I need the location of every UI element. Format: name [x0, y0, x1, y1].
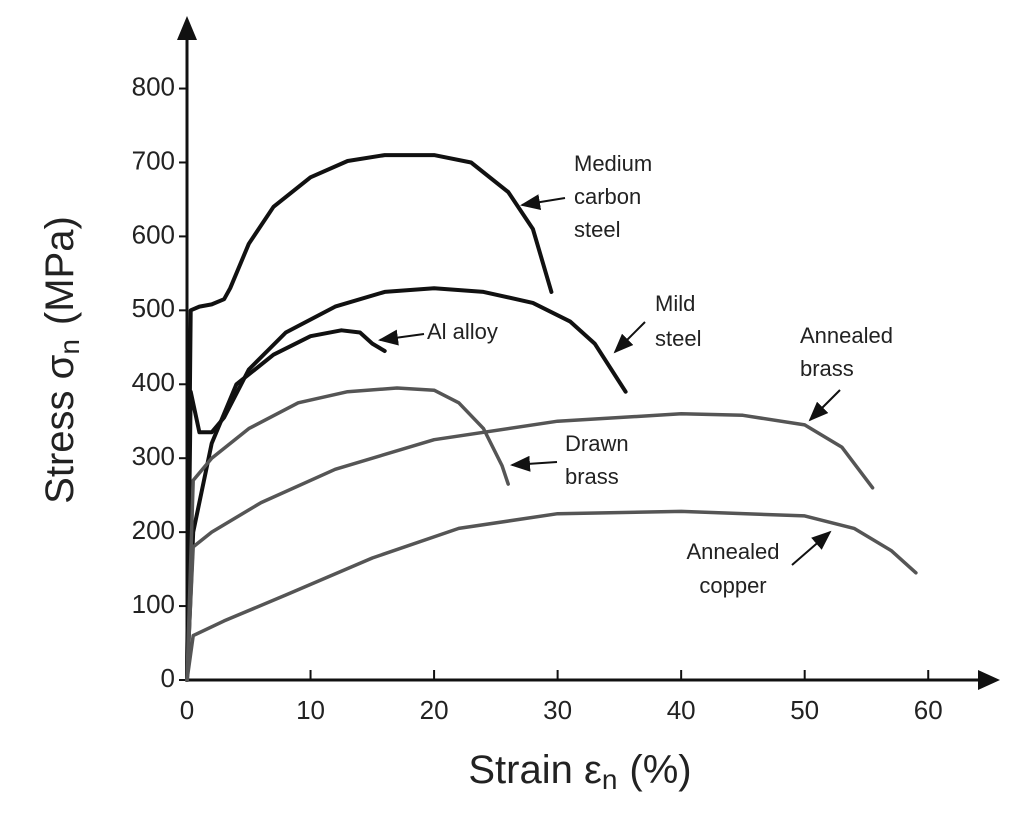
- x-tick-label: 60: [914, 695, 943, 725]
- series-line: [185, 386, 510, 682]
- y-tick-label: 200: [132, 515, 175, 545]
- x-tick-label: 10: [296, 695, 325, 725]
- annotation-line: Drawn: [565, 431, 629, 456]
- y-tick-label: 0: [161, 663, 175, 693]
- x-tick-label: 0: [180, 695, 194, 725]
- y-tick-label: 300: [132, 441, 175, 471]
- annotation: Drawn brass: [565, 431, 629, 489]
- x-tick-label: 50: [790, 695, 819, 725]
- annotation: Annealed copper: [687, 539, 780, 598]
- annotation-arrow: [791, 530, 832, 566]
- annotation-line: brass: [565, 464, 619, 489]
- x-axis-title: Strain εn (%): [468, 748, 691, 796]
- x-label-sub: n: [602, 764, 618, 795]
- annotation-line: carbon: [574, 184, 641, 209]
- y-axis-title: Stress σn (MPa): [38, 216, 86, 504]
- annotation-arrow: [510, 455, 558, 472]
- y-tick-label: 800: [132, 71, 175, 101]
- annotation-line: Medium: [574, 151, 652, 176]
- y-tick-label: 500: [132, 293, 175, 323]
- annotation-line: Al alloy: [427, 319, 498, 344]
- annotation-line: Mild: [655, 291, 695, 316]
- annotation-arrow: [808, 389, 841, 422]
- annotation-line: copper: [699, 573, 766, 598]
- y-tick-label: 100: [132, 589, 175, 619]
- annotation: Medium carbon steel: [574, 151, 652, 242]
- y-label-unit: (MPa): [38, 216, 82, 325]
- annotation-line: brass: [800, 356, 854, 381]
- x-label: Strain ε: [468, 748, 602, 792]
- annotation-arrow: [520, 194, 566, 211]
- x-axis-arrow: [978, 670, 1000, 690]
- y-tick-label: 600: [132, 219, 175, 249]
- annotation: Annealed brass: [800, 323, 893, 381]
- x-tick-label: 30: [543, 695, 572, 725]
- x-tick-label: 40: [667, 695, 696, 725]
- annotation: Al alloy: [427, 319, 498, 344]
- annotation-arrow: [613, 321, 646, 354]
- y-tick-label: 400: [132, 367, 175, 397]
- series-line: [185, 328, 387, 682]
- annotation: Mild steel: [655, 291, 701, 351]
- x-label-unit: (%): [629, 748, 691, 792]
- y-axis-arrow: [177, 16, 197, 40]
- annotation-line: steel: [574, 217, 620, 242]
- annotation-line: Annealed: [687, 539, 780, 564]
- series-line: [185, 286, 628, 682]
- annotation-line: Annealed: [800, 323, 893, 348]
- series-line: [185, 153, 554, 682]
- y-tick-label: 700: [132, 145, 175, 175]
- annotation-arrow: [378, 329, 425, 346]
- x-tick-label: 20: [420, 695, 449, 725]
- y-label: Stress σ: [38, 354, 82, 503]
- series-line: [185, 412, 875, 682]
- y-label-sub: n: [54, 339, 85, 355]
- annotation-line: steel: [655, 326, 701, 351]
- series-line: [185, 509, 918, 682]
